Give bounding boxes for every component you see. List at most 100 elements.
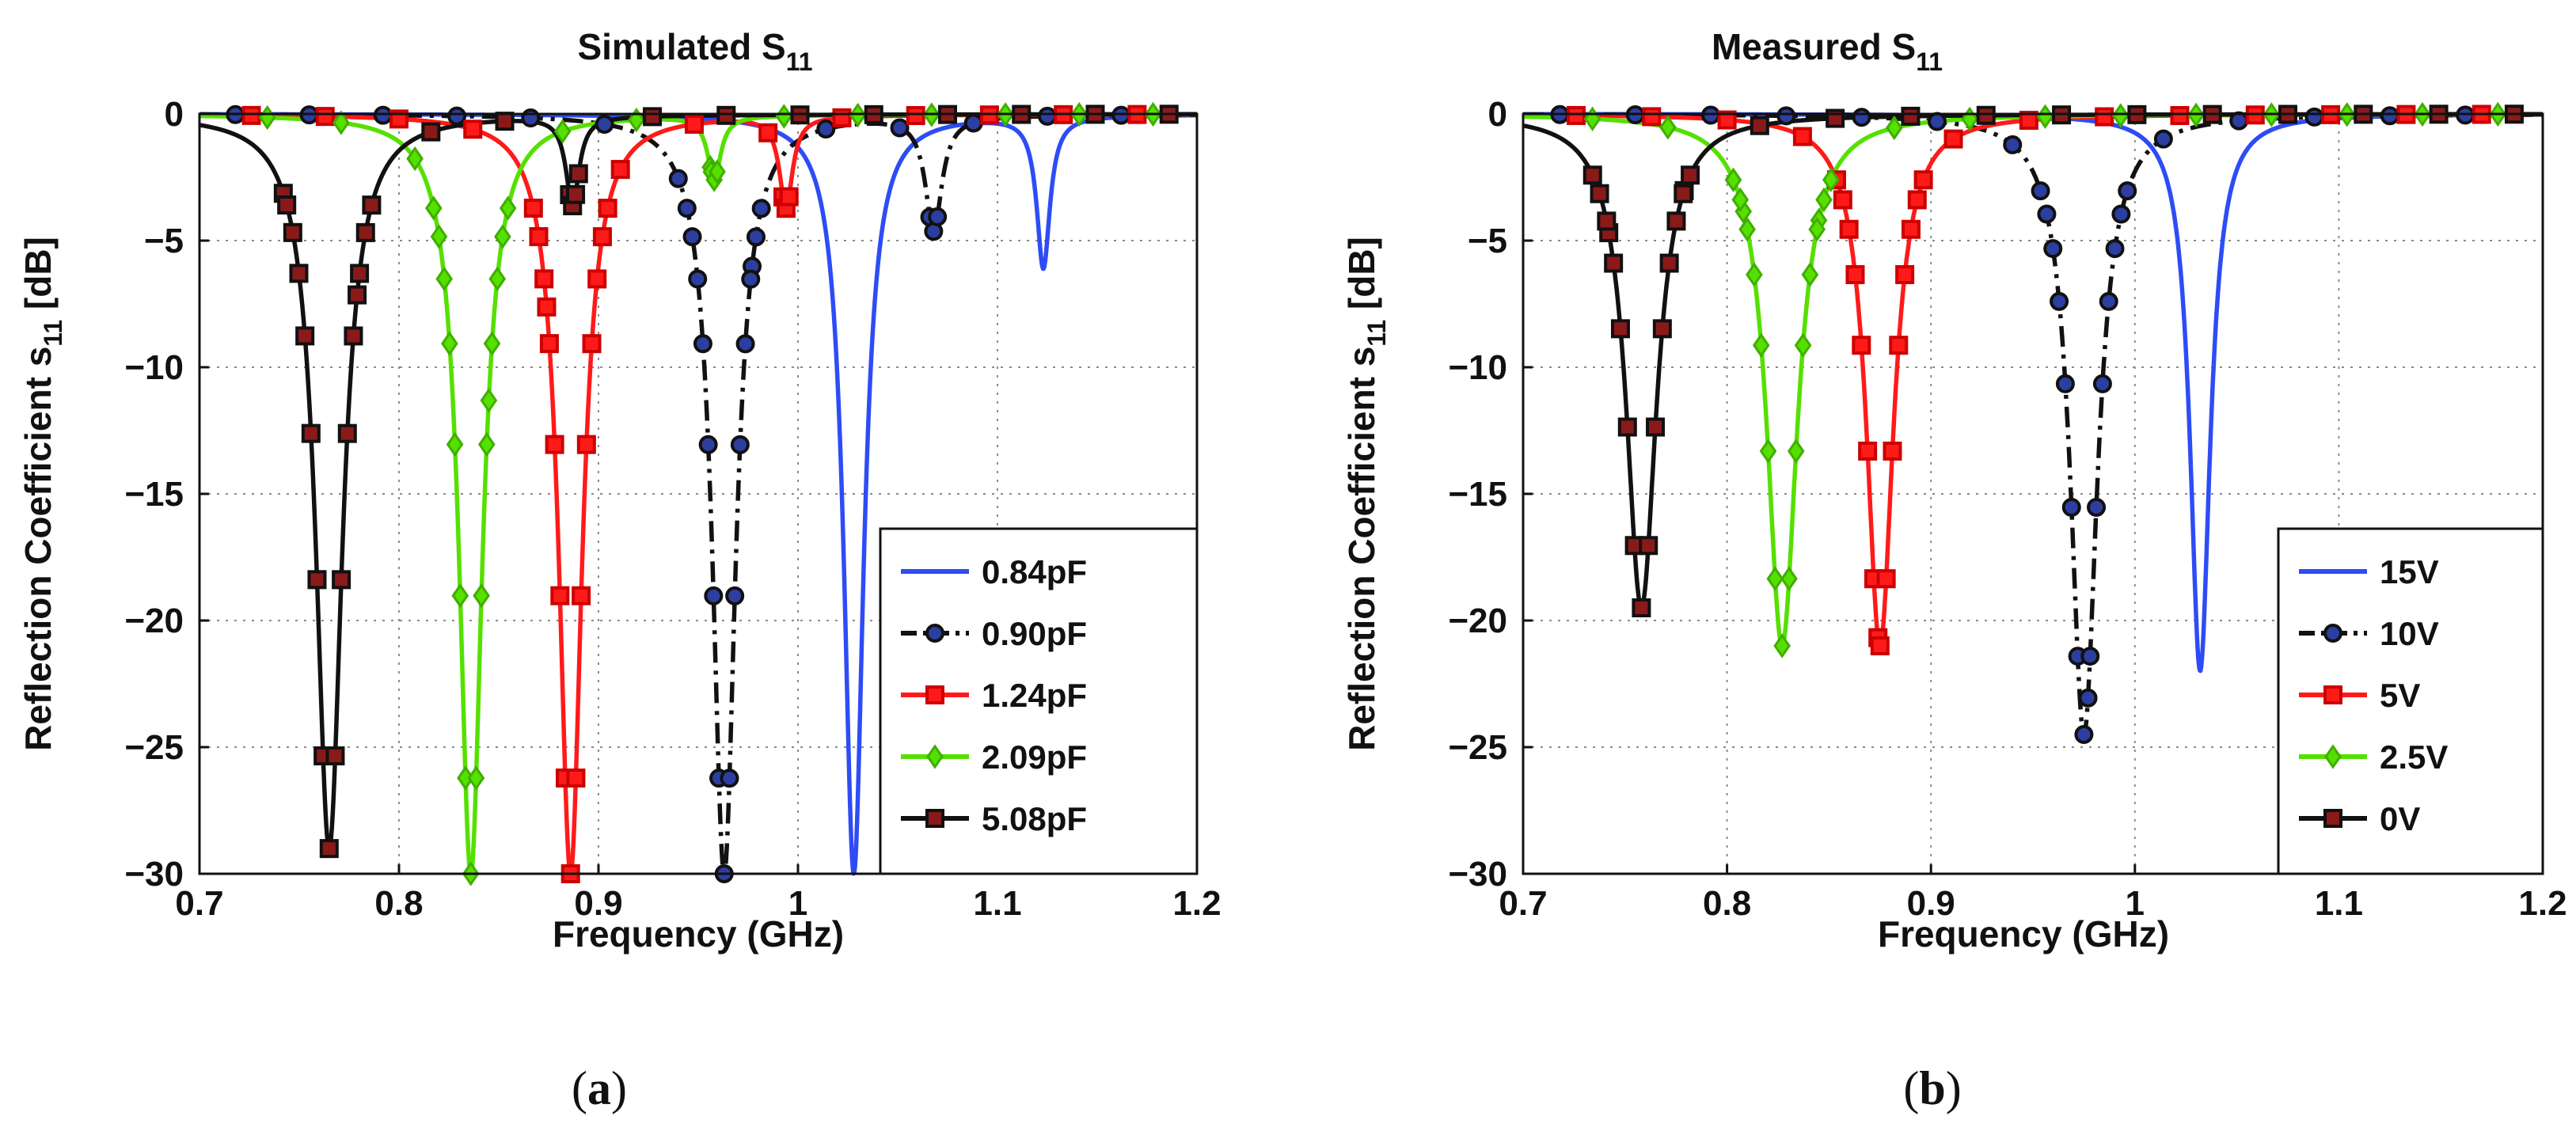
series-marker-0.90pF	[890, 118, 910, 138]
series-marker-5.08pF	[495, 112, 515, 131]
series-marker-5.08pF	[344, 326, 363, 346]
series-marker-2.09pF	[435, 266, 454, 291]
series-marker-5.08pF	[566, 184, 586, 204]
series-marker-5.08pF	[325, 746, 345, 766]
legend-marker-2.5V	[2324, 744, 2342, 769]
series-marker-5.08pF	[283, 222, 302, 242]
series-marker-2.09pF	[775, 104, 793, 129]
series-marker-0.90pF	[963, 113, 983, 133]
series-marker-0V	[1659, 253, 1679, 273]
series-marker-0V	[1681, 165, 1700, 185]
y-tick-label: −20	[124, 602, 184, 640]
series-marker-5V	[1883, 441, 1902, 461]
x-tick-label: 0.7	[175, 884, 223, 923]
series-marker-1.24pF	[241, 105, 261, 125]
series-marker-10V	[2078, 688, 2098, 708]
series-marker-1.24pF	[582, 334, 602, 354]
chart-title: Measured S11	[1712, 26, 1943, 76]
series-marker-2.09pF	[494, 224, 511, 249]
series-marker-10V	[2229, 111, 2249, 131]
x-tick-label: 1.1	[2315, 884, 2363, 923]
series-marker-5V	[1895, 264, 1915, 284]
chart-panel-a: Simulated S11 0.7 0.8 0.9 1 1.1 1.2 0 −5 −10 −15…	[17, 26, 1222, 1114]
legend-marker-1.24pF	[925, 685, 944, 704]
series-marker-0V	[1674, 184, 1693, 203]
series-marker-2.09pF	[483, 331, 501, 356]
series-marker-2.09pF	[488, 266, 507, 291]
series-marker-0V	[1639, 536, 1658, 556]
y-tick-label: −5	[1468, 222, 1507, 260]
series-marker-10V	[2080, 647, 2100, 666]
legend-marker-0.90pF	[925, 624, 944, 643]
x-tick-label: 0.7	[1499, 884, 1547, 923]
series-marker-2.09pF	[406, 146, 424, 172]
series-marker-10V	[2037, 204, 2057, 224]
series-marker-0.90pF	[816, 119, 836, 139]
legend-label-5.08pF: 5.08pF	[982, 800, 1087, 837]
series-marker-2.5V	[1780, 566, 1798, 591]
series-marker-2.09pF	[430, 224, 448, 249]
y-tick-label: −10	[1448, 348, 1507, 387]
series-marker-0.90pF	[735, 334, 755, 354]
x-tick-label: 1.2	[2518, 884, 2567, 923]
series-marker-10V	[2099, 291, 2118, 311]
series-marker-2.5V	[2036, 104, 2054, 129]
series-marker-1.24pF	[566, 769, 586, 788]
series-marker-10V	[2087, 497, 2107, 517]
series-marker-5V	[1901, 219, 1921, 239]
series-marker-0.90pF	[720, 769, 739, 788]
y-tick-label: −10	[124, 348, 184, 387]
series-marker-2.5V	[2111, 103, 2130, 128]
x-tick-label: 1	[2126, 884, 2145, 923]
series-marker-5.08pF	[289, 264, 309, 283]
series-marker-2.5V	[1787, 438, 1805, 464]
chart-panel-b: Measured S11 0.7 0.8 0.9 1 1.1 1.2 0 −5 −10 −15 −…	[1341, 26, 2567, 1114]
plot-frame	[198, 112, 1199, 875]
series-marker-0V	[1666, 211, 1686, 231]
series-marker-10V	[2111, 204, 2131, 224]
series-marker-5V	[1858, 441, 1878, 461]
series-marker-2.5V	[1746, 262, 1763, 287]
series-marker-2.5V	[1731, 187, 1750, 213]
series-marker-0.90pF	[1111, 105, 1131, 125]
series-marker-0.90pF	[746, 227, 766, 247]
x-tick-labels: 0.7 0.8 0.9 1 1.1 1.2	[175, 884, 1221, 923]
series-marker-10V	[2118, 181, 2137, 201]
x-axis-label: Frequency (GHz)	[1878, 913, 2169, 955]
series-marker-0.90pF	[928, 207, 948, 226]
series-marker-0.90pF	[730, 435, 750, 454]
series-marker-10V	[2003, 135, 2023, 154]
series-marker-5.08pF	[277, 195, 297, 215]
series-marker-10V	[2074, 725, 2094, 744]
series-marker-5V	[2019, 110, 2038, 130]
series-marker-5.08pF	[295, 326, 315, 346]
series-marker-0.90pF	[447, 106, 467, 126]
series-marker-2.5V	[1724, 167, 1742, 192]
series-marker-10V	[1852, 108, 1871, 127]
y-tick-label: 0	[165, 95, 184, 134]
series-marker-2.09pF	[553, 119, 572, 144]
series-marker-5V	[1913, 170, 1933, 190]
series-marker-2.09pF	[473, 583, 490, 609]
legend-marker-5V	[2323, 685, 2342, 704]
series-marker-2.5V	[1583, 106, 1601, 131]
series-marker-5.08pF	[337, 423, 357, 443]
series-marker-1.24pF	[550, 586, 570, 605]
series-marker-1.24pF	[758, 123, 778, 142]
series-marker-10V	[2055, 374, 2075, 393]
x-tick-label: 0.8	[374, 884, 423, 923]
series-marker-10V	[1776, 106, 1796, 126]
series-marker-1.24pF	[315, 107, 335, 127]
y-tick-labels: 0 −5 −10 −15 −20 −25 −30	[1448, 95, 1507, 894]
series-marker-5.08pF	[643, 107, 663, 127]
series-marker-2.5V	[1886, 115, 1903, 141]
series-marker-0V	[1632, 598, 1651, 617]
legend-label-0V: 0V	[2380, 800, 2420, 837]
series-marker-0V	[1750, 116, 1769, 135]
legend-marker-0V	[2323, 809, 2342, 828]
series-marker-5V	[1870, 636, 1890, 655]
series-marker-10V	[2153, 129, 2173, 149]
series-marker-5.08pF	[716, 105, 736, 125]
series-marker-1.24pF	[587, 269, 607, 289]
